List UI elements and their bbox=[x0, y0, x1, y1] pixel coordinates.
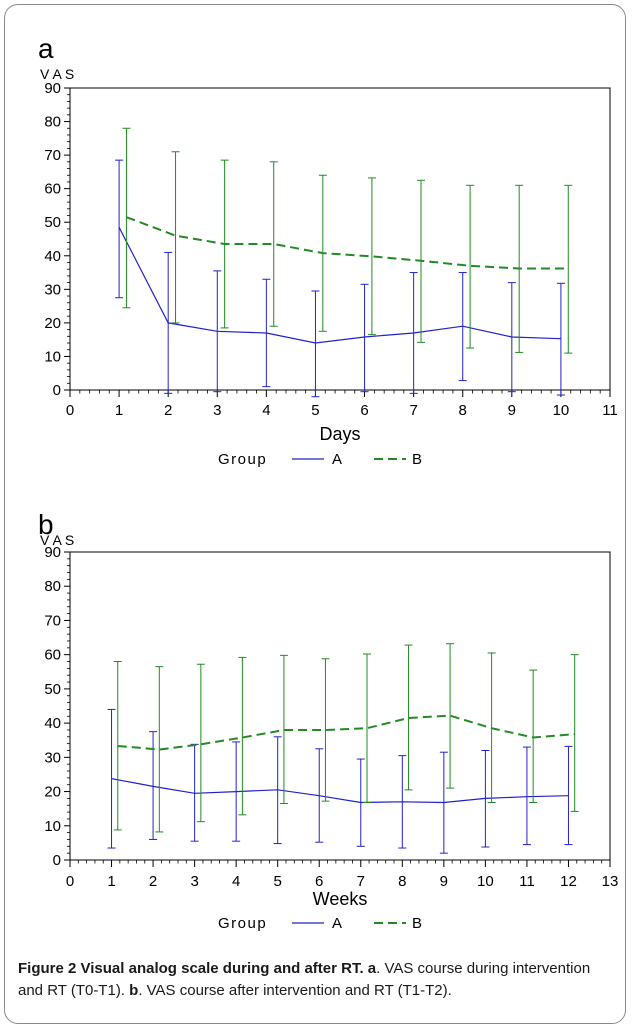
series-line-a-b bbox=[111, 778, 569, 804]
x-tick-label-a: 3 bbox=[213, 402, 221, 419]
series-line-a-a bbox=[118, 227, 561, 344]
legend-label-a-a: A bbox=[332, 451, 342, 468]
x-axis-label-a: Days bbox=[319, 424, 360, 444]
y-tick-label-b: 60 bbox=[44, 647, 61, 664]
y-tick-label-a: 70 bbox=[44, 147, 61, 164]
x-tick-label-b: 4 bbox=[232, 873, 240, 890]
x-tick-label-a: 10 bbox=[553, 402, 570, 419]
x-tick-label-a: 7 bbox=[409, 402, 417, 419]
x-tick-label-a: 2 bbox=[164, 402, 172, 419]
legend-title-b: Group bbox=[218, 915, 267, 932]
x-tick-label-b: 2 bbox=[149, 873, 157, 890]
x-tick-label-b: 10 bbox=[477, 873, 494, 890]
caption-text-a: . VAS course during intervention and RT … bbox=[18, 960, 591, 999]
y-tick-label-b: 50 bbox=[44, 681, 61, 698]
y-tick-label-b: 90 bbox=[44, 544, 61, 561]
x-tick-label-b: 6 bbox=[315, 873, 323, 890]
x-tick-label-b: 8 bbox=[398, 873, 406, 890]
y-axis-label-b: V A S bbox=[40, 532, 74, 548]
y-tick-label-a: 50 bbox=[44, 214, 61, 231]
series-line-b-b bbox=[117, 714, 575, 751]
caption-text-b: . VAS course after intervention and RT (… bbox=[138, 982, 452, 999]
x-tick-label-a: 8 bbox=[459, 402, 467, 419]
panel-letter-b: b bbox=[38, 509, 54, 540]
panel-letter-a: a bbox=[38, 33, 54, 64]
y-tick-label-b: 20 bbox=[44, 784, 61, 801]
y-tick-label-a: 0 bbox=[53, 382, 61, 399]
legend-label-a-b: A bbox=[332, 915, 342, 932]
x-tick-label-a: 1 bbox=[115, 402, 123, 419]
y-tick-label-b: 30 bbox=[44, 749, 61, 766]
y-axis-label-a: V A S bbox=[40, 66, 74, 82]
plot-area-b bbox=[69, 551, 611, 861]
x-axis-label-b: Weeks bbox=[313, 889, 368, 909]
legend-label-b-a: B bbox=[412, 451, 422, 468]
y-tick-label-a: 90 bbox=[44, 80, 61, 97]
y-tick-label-a: 80 bbox=[44, 114, 61, 131]
y-tick-label-b: 40 bbox=[44, 715, 61, 732]
x-tick-label-a: 4 bbox=[262, 402, 270, 419]
x-tick-label-b: 5 bbox=[274, 873, 282, 890]
x-tick-label-a: 5 bbox=[311, 402, 319, 419]
legend-label-b-b: B bbox=[412, 915, 422, 932]
x-tick-label-a: 6 bbox=[360, 402, 368, 419]
series-line-b-a bbox=[126, 216, 569, 270]
y-tick-label-a: 30 bbox=[44, 281, 61, 298]
x-tick-label-b: 9 bbox=[440, 873, 448, 890]
legend-title-a: Group bbox=[218, 451, 267, 468]
y-tick-label-b: 0 bbox=[53, 852, 61, 869]
figure-caption: Figure 2 Visual analog scale during and … bbox=[18, 958, 618, 1002]
x-tick-label-a: 9 bbox=[508, 402, 516, 419]
y-tick-label-b: 10 bbox=[44, 818, 61, 835]
caption-title: Figure 2 Visual analog scale during and … bbox=[18, 960, 377, 977]
y-tick-label-b: 70 bbox=[44, 612, 61, 629]
x-tick-label-b: 3 bbox=[190, 873, 198, 890]
x-tick-label-a: 11 bbox=[602, 402, 618, 419]
y-tick-label-a: 40 bbox=[44, 248, 61, 265]
x-tick-label-b: 12 bbox=[560, 873, 577, 890]
x-tick-label-b: 11 bbox=[519, 873, 535, 890]
y-tick-label-a: 20 bbox=[44, 315, 61, 332]
x-tick-label-b: 13 bbox=[602, 873, 619, 890]
figure-frame bbox=[4, 4, 626, 1024]
x-tick-label-a: 0 bbox=[66, 402, 74, 419]
y-tick-label-a: 60 bbox=[44, 181, 61, 198]
x-tick-label-b: 0 bbox=[66, 873, 74, 890]
caption-b-label: b bbox=[129, 982, 139, 999]
plot-area-a bbox=[69, 87, 611, 391]
x-tick-label-b: 7 bbox=[357, 873, 365, 890]
y-tick-label-b: 80 bbox=[44, 578, 61, 595]
y-tick-label-a: 10 bbox=[44, 348, 61, 365]
x-tick-label-b: 1 bbox=[107, 873, 115, 890]
